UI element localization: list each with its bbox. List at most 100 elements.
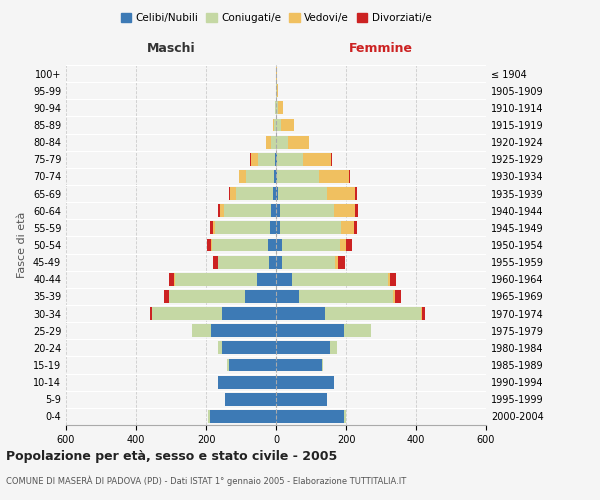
Bar [276, 307, 325, 320]
Bar [322, 358, 323, 372]
Bar [150, 307, 152, 320]
Bar [245, 290, 276, 303]
Bar [278, 102, 283, 114]
Bar [395, 290, 401, 303]
Bar [354, 222, 357, 234]
Bar [288, 136, 309, 148]
Bar [227, 358, 229, 372]
Bar [225, 393, 276, 406]
Bar [276, 393, 327, 406]
Bar [257, 273, 276, 285]
Bar [222, 307, 276, 320]
Bar [280, 204, 334, 217]
Bar [207, 238, 211, 252]
Bar [283, 238, 340, 252]
Bar [218, 256, 269, 268]
Bar [275, 102, 276, 114]
Bar [273, 187, 276, 200]
Bar [212, 238, 268, 252]
Bar [214, 256, 218, 268]
Bar [208, 410, 209, 423]
Y-axis label: Fasce di età: Fasce di età [17, 212, 27, 278]
Bar [393, 290, 395, 303]
Bar [276, 204, 280, 217]
Bar [268, 238, 276, 252]
Bar [276, 67, 277, 80]
Bar [276, 187, 278, 200]
Bar [230, 187, 236, 200]
Bar [236, 187, 273, 200]
Bar [303, 153, 331, 166]
Bar [218, 376, 276, 388]
Bar [277, 153, 303, 166]
Text: COMUNE DI MASERÀ DI PADOVA (PD) - Dati ISTAT 1° gennaio 2005 - Elaborazione TUTT: COMUNE DI MASERÀ DI PADOVA (PD) - Dati I… [6, 475, 406, 486]
Bar [340, 238, 346, 252]
Bar [276, 136, 288, 148]
Bar [355, 204, 358, 217]
Bar [276, 358, 322, 372]
Bar [215, 222, 270, 234]
Bar [218, 342, 222, 354]
Bar [229, 187, 230, 200]
Bar [341, 222, 354, 234]
Bar [164, 290, 169, 303]
Bar [325, 307, 421, 320]
Bar [388, 273, 390, 285]
Bar [277, 170, 319, 183]
Bar [271, 204, 276, 217]
Bar [222, 342, 276, 354]
Bar [276, 376, 334, 388]
Bar [169, 290, 245, 303]
Bar [220, 204, 224, 217]
Bar [355, 187, 356, 200]
Bar [152, 307, 222, 320]
Bar [276, 153, 277, 166]
Bar [269, 256, 276, 268]
Bar [218, 204, 220, 217]
Bar [276, 238, 283, 252]
Bar [276, 290, 299, 303]
Bar [276, 273, 292, 285]
Bar [224, 204, 271, 217]
Bar [169, 273, 174, 285]
Bar [338, 256, 344, 268]
Bar [421, 307, 422, 320]
Bar [258, 153, 275, 166]
Bar [272, 118, 274, 132]
Bar [250, 153, 251, 166]
Bar [276, 118, 281, 132]
Bar [174, 273, 175, 285]
Bar [229, 358, 276, 372]
Bar [276, 170, 277, 183]
Legend: Celibi/Nubili, Coniugati/e, Vedovi/e, Divorziati/e: Celibi/Nubili, Coniugati/e, Vedovi/e, Di… [116, 9, 436, 28]
Bar [331, 153, 332, 166]
Bar [239, 170, 246, 183]
Bar [330, 342, 337, 354]
Bar [335, 256, 338, 268]
Bar [211, 238, 212, 252]
Bar [334, 204, 355, 217]
Bar [192, 324, 211, 337]
Bar [292, 273, 388, 285]
Bar [276, 256, 283, 268]
Text: Popolazione per età, sesso e stato civile - 2005: Popolazione per età, sesso e stato civil… [6, 450, 337, 463]
Bar [276, 324, 344, 337]
Bar [276, 410, 344, 423]
Text: Femmine: Femmine [349, 42, 413, 54]
Bar [270, 222, 276, 234]
Bar [175, 273, 257, 285]
Bar [210, 222, 212, 234]
Bar [299, 290, 393, 303]
Bar [344, 324, 371, 337]
Bar [251, 153, 258, 166]
Bar [344, 410, 346, 423]
Bar [283, 256, 335, 268]
Bar [276, 342, 330, 354]
Bar [277, 84, 278, 97]
Bar [276, 84, 277, 97]
Bar [274, 170, 276, 183]
Bar [274, 118, 276, 132]
Bar [281, 118, 293, 132]
Bar [211, 324, 276, 337]
Bar [276, 102, 278, 114]
